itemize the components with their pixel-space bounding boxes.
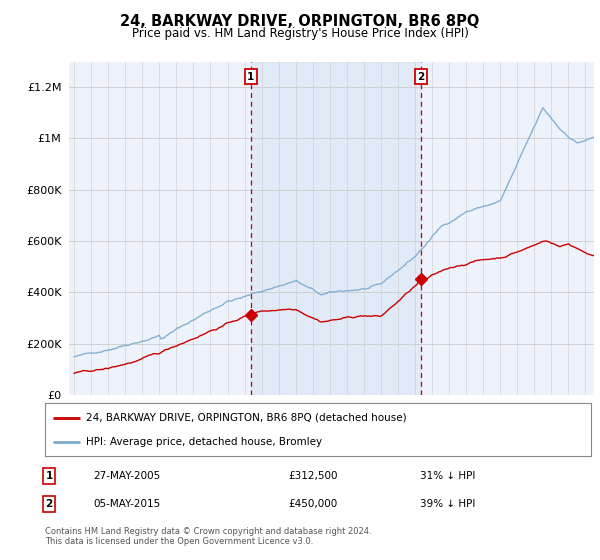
- Text: Price paid vs. HM Land Registry's House Price Index (HPI): Price paid vs. HM Land Registry's House …: [131, 27, 469, 40]
- Text: 1: 1: [46, 471, 53, 481]
- Text: £450,000: £450,000: [288, 499, 337, 509]
- Text: 31% ↓ HPI: 31% ↓ HPI: [420, 471, 475, 481]
- Text: 24, BARKWAY DRIVE, ORPINGTON, BR6 8PQ (detached house): 24, BARKWAY DRIVE, ORPINGTON, BR6 8PQ (d…: [86, 413, 407, 423]
- Text: 1: 1: [247, 72, 254, 82]
- Text: 24, BARKWAY DRIVE, ORPINGTON, BR6 8PQ: 24, BARKWAY DRIVE, ORPINGTON, BR6 8PQ: [121, 14, 479, 29]
- Text: HPI: Average price, detached house, Bromley: HPI: Average price, detached house, Brom…: [86, 437, 322, 447]
- Text: Contains HM Land Registry data © Crown copyright and database right 2024.
This d: Contains HM Land Registry data © Crown c…: [45, 526, 371, 546]
- Text: 39% ↓ HPI: 39% ↓ HPI: [420, 499, 475, 509]
- Bar: [251, 62, 421, 395]
- Text: £312,500: £312,500: [288, 471, 337, 481]
- Text: 2: 2: [418, 72, 425, 82]
- Text: 27-MAY-2005: 27-MAY-2005: [93, 471, 160, 481]
- Text: 05-MAY-2015: 05-MAY-2015: [93, 499, 160, 509]
- Text: 2: 2: [46, 499, 53, 509]
